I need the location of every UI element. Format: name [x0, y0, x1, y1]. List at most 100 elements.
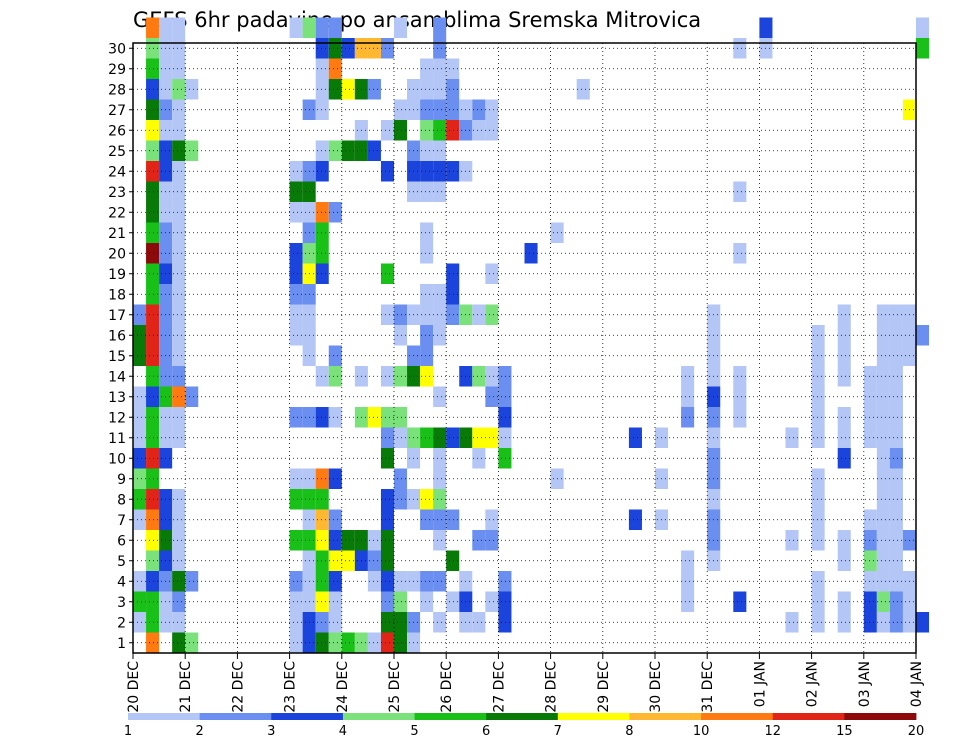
heatmap-cell	[446, 161, 460, 182]
heatmap-cell	[133, 448, 147, 469]
heatmap-cell	[172, 161, 186, 182]
heatmap-cell	[433, 386, 447, 407]
heatmap-cell	[394, 17, 408, 38]
heatmap-cell	[172, 325, 186, 346]
heatmap-cell	[367, 530, 381, 551]
x-tick-label: 22 DEC	[230, 661, 246, 713]
heatmap-cell	[146, 263, 160, 284]
heatmap-cell	[146, 161, 160, 182]
heatmap-cell	[289, 243, 303, 264]
heatmap-cell	[133, 489, 147, 510]
heatmap-cell	[328, 366, 342, 387]
colorbar-legend: 1 2 3 4 5 6 7 8 10 12 15 20	[124, 713, 924, 739]
heatmap-cell	[172, 222, 186, 243]
heatmap-cell	[315, 263, 329, 284]
y-tick-label: 18	[108, 287, 126, 303]
y-tick-label: 21	[108, 226, 126, 242]
y-tick-label: 27	[108, 103, 126, 119]
heatmap-cell	[863, 366, 877, 387]
heatmap-cell	[433, 304, 447, 325]
heatmap-cell	[172, 38, 186, 59]
y-tick-label: 2	[117, 615, 126, 631]
heatmap-cell	[172, 120, 186, 141]
colorbar-label: 3	[267, 724, 275, 739]
heatmap-cell	[681, 571, 695, 592]
heatmap-cell	[485, 263, 499, 284]
heatmap-cell	[785, 612, 799, 633]
heatmap-cell	[876, 448, 890, 469]
heatmap-cell	[889, 386, 903, 407]
y-tick-label: 13	[108, 390, 126, 406]
x-tick-label: 24 DEC	[335, 661, 351, 713]
heatmap-cell	[785, 530, 799, 551]
heatmap-cell	[446, 79, 460, 100]
heatmap-cell	[328, 509, 342, 530]
heatmap-cell	[681, 407, 695, 428]
heatmap-cell	[916, 38, 930, 59]
heatmap-cell	[172, 202, 186, 223]
heatmap-cell	[472, 366, 486, 387]
grid-lines	[133, 43, 916, 653]
heatmap-cell	[328, 345, 342, 366]
heatmap-cell	[172, 407, 186, 428]
x-tick-label: 21 DEC	[178, 661, 194, 713]
colorbar-label: 10	[693, 724, 710, 739]
heatmap-cell	[146, 304, 160, 325]
heatmap-cell	[380, 612, 394, 633]
heatmap-cell	[172, 550, 186, 571]
heatmap-cell	[876, 489, 890, 510]
y-tick-label: 17	[108, 308, 126, 324]
heatmap-cell	[315, 99, 329, 120]
heatmap-cell	[876, 612, 890, 633]
heatmap-cell	[289, 530, 303, 551]
heatmap-cell	[733, 181, 747, 202]
heatmap-cell	[485, 591, 499, 612]
colorbar-segment	[557, 713, 630, 720]
heatmap-cell	[889, 612, 903, 633]
heatmap-cell	[681, 386, 695, 407]
heatmap-cell	[876, 325, 890, 346]
heatmap-cell	[315, 140, 329, 161]
heatmap-cell	[446, 284, 460, 305]
heatmap-cell	[328, 407, 342, 428]
heatmap-cell	[380, 550, 394, 571]
heatmap-cell	[863, 571, 877, 592]
heatmap-cell	[889, 530, 903, 551]
heatmap-cell	[394, 632, 408, 653]
heatmap-cell	[420, 222, 434, 243]
x-tick-label: 26 DEC	[439, 661, 455, 713]
heatmap-cell	[328, 58, 342, 79]
heatmap-cell	[889, 550, 903, 571]
heatmap-cell	[498, 612, 512, 633]
heatmap-cell	[446, 99, 460, 120]
heatmap-cell	[433, 58, 447, 79]
heatmap-cell	[172, 304, 186, 325]
heatmap-cell	[811, 489, 825, 510]
heatmap-cell	[172, 243, 186, 264]
heatmap-cell	[146, 427, 160, 448]
heatmap-cell	[394, 612, 408, 633]
heatmap-cell	[146, 17, 160, 38]
heatmap-cell	[472, 120, 486, 141]
y-tick-label: 26	[108, 123, 126, 139]
heatmap-cell	[146, 407, 160, 428]
heatmap-cell	[394, 325, 408, 346]
heatmap-cell	[172, 284, 186, 305]
heatmap-cell	[811, 345, 825, 366]
heatmap-cell	[341, 530, 355, 551]
heatmap-cell	[315, 222, 329, 243]
heatmap-cell	[733, 386, 747, 407]
heatmap-cell	[146, 79, 160, 100]
heatmap-cell	[498, 427, 512, 448]
heatmap-cell	[133, 509, 147, 530]
heatmap-cell	[289, 571, 303, 592]
heatmap-cell	[133, 468, 147, 489]
heatmap-cell	[681, 550, 695, 571]
heatmap-cell	[394, 304, 408, 325]
y-tick-label: 12	[108, 410, 126, 426]
heatmap-cell	[498, 407, 512, 428]
heatmap-cell	[420, 120, 434, 141]
heatmap-cell	[837, 591, 851, 612]
heatmap-cell	[328, 632, 342, 653]
heatmap-cell	[172, 591, 186, 612]
